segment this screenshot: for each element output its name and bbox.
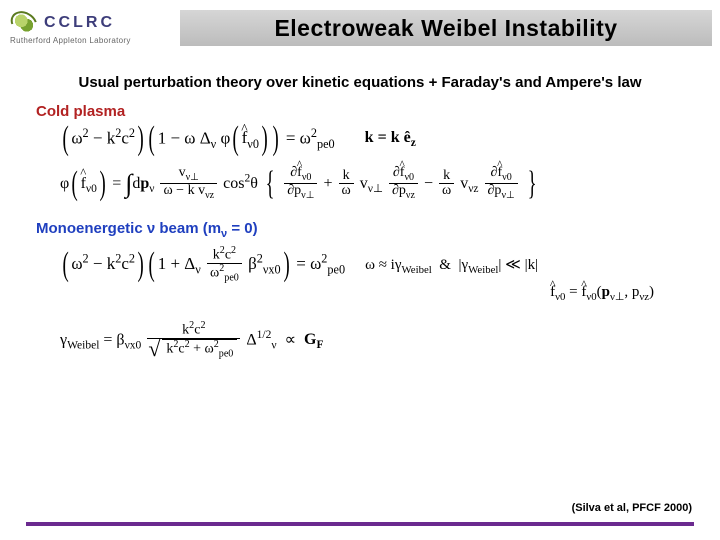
content: Usual perturbation theory over kinetic e… [0,56,720,360]
section-cold-plasma: Cold plasma [36,103,684,120]
eq3-mid: ω ≈ iγWeibel & |γWeibel| ≪ |k| [365,255,538,276]
eq1-left: (ω2 − k2c2)(1 − ω Δν φ(fν0)) = ω2pe0 [60,126,335,152]
subtitle: Usual perturbation theory over kinetic e… [36,74,684,93]
logo-block: CCLRC Rutherford Appleton Laboratory [0,0,180,56]
citation: (Silva et al, PFCF 2000) [572,502,692,514]
section-mono-beam: Monoenergetic ν beam (mν = 0) [36,220,684,240]
eq3-left: (ω2 − k2c2)(1 + Δν k2c2ω2pe0 β2νx0) = ω2… [60,246,345,284]
equation-row-1: (ω2 − k2c2)(1 − ω Δν φ(fν0)) = ω2pe0 k =… [36,126,684,152]
header: CCLRC Rutherford Appleton Laboratory Ele… [0,0,720,56]
logo-text: CCLRC [44,14,115,32]
eq1-right: k = k êz [365,129,416,149]
equation-row-4: γWeibel = βνx0 k2c2 k2c2 + ω2pe0 Δ1/2ν ∝… [36,321,684,360]
footer-rule [26,522,694,526]
logo-subtitle: Rutherford Appleton Laboratory [10,36,180,45]
cclrc-swirl-icon [10,12,38,34]
equation-row-2: φ(fν0) = ∫dpν vν⊥ω − k vνz cos2θ { ∂fν0∂… [36,162,684,206]
logo-row: CCLRC [10,12,180,34]
title-bar: Electroweak Weibel Instability [180,10,712,46]
page-title: Electroweak Weibel Instability [274,15,617,42]
